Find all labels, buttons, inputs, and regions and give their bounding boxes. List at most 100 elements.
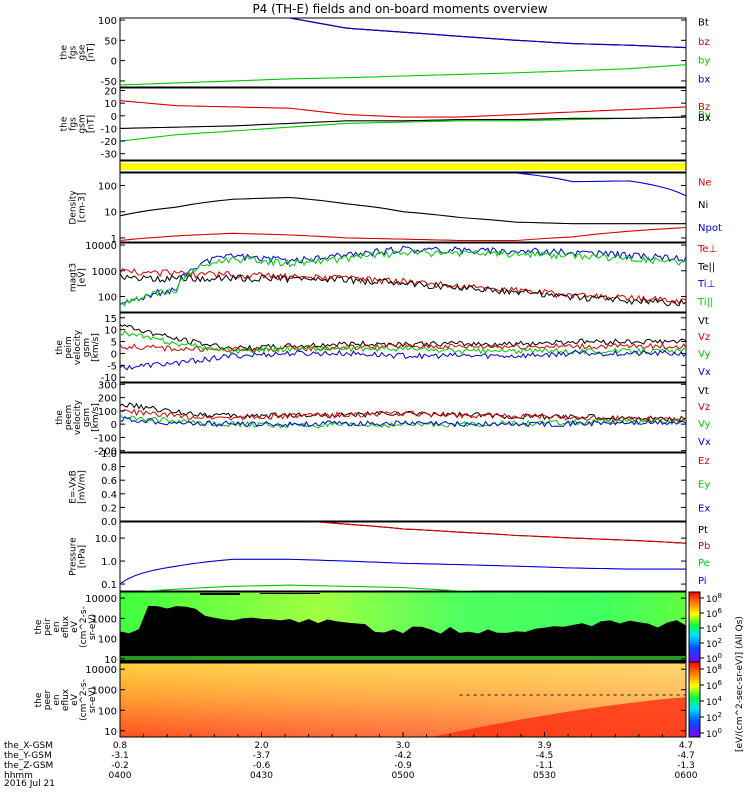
panel-peir-en-eflux: 10000 1000 100 10 the peir en eflux eV (cm^2-s-sr… — [34, 591, 687, 666]
y-tick-label: 15 — [104, 314, 117, 325]
series-peim-velocity-2 — [120, 330, 686, 355]
y-axis-label: the — [55, 340, 65, 355]
legend-efield-0: Ez — [698, 456, 710, 467]
y-tick-label: 0.1 — [101, 580, 117, 591]
legend-fgs-gsm-0: Bz — [698, 102, 710, 113]
panel-fgs-gse: Bt bz by bx 100 50 0 -50 the fgs gse [nT] — [60, 16, 711, 88]
time-axis-value: 0530 — [533, 771, 556, 781]
series-temperature-3 — [120, 249, 686, 307]
time-axis-value: 0500 — [392, 771, 415, 781]
y-axis-label: sr-eV) — [88, 687, 98, 713]
panel-frame — [119, 521, 687, 592]
y-axis-label: gsm — [82, 408, 92, 427]
time-axis-value: -4.7 — [677, 751, 695, 761]
legend-pressure-2: Pe — [698, 558, 710, 569]
series-fgs-gsm-1 — [120, 116, 686, 142]
colorbar-tick-label: 100 — [706, 727, 722, 740]
time-axis-value: 3.9 — [537, 741, 552, 751]
y-axis-label: eV — [70, 693, 80, 706]
panel-frame — [119, 382, 687, 453]
panel-frame — [119, 452, 687, 522]
time-axis-row-label: the_Z-GSM — [4, 761, 53, 771]
y-axis-label: fgs — [69, 117, 79, 131]
legend-peim-velocity-3: Vx — [698, 367, 711, 378]
legend-peim-velocity-2: Vy — [698, 349, 711, 360]
legend-fgs-gse-0: Bt — [698, 17, 709, 28]
legend-fgs-gsm-1: By — [698, 110, 711, 121]
panel-frame — [119, 160, 687, 173]
y-tick-label: 20 — [104, 87, 117, 98]
panel-frame — [119, 87, 687, 161]
y-tick-label: 10.0 — [95, 534, 117, 545]
series-density-1 — [120, 196, 686, 225]
y-tick-label: 5 — [111, 338, 117, 349]
y-tick-label: 10 — [104, 99, 117, 110]
y-axis-label: (cm^2-s- — [79, 606, 89, 648]
time-axis-value: 0430 — [250, 771, 273, 781]
series-temperature-0 — [120, 268, 686, 305]
y-axis-label: the — [60, 116, 70, 131]
y-axis-label: the — [34, 692, 44, 707]
panel-frame — [119, 17, 687, 88]
y-tick-label: -200 — [94, 447, 117, 458]
series-density-0 — [120, 226, 686, 242]
y-tick-label: 1 — [111, 234, 117, 245]
y-tick-label: 1.0 — [101, 449, 117, 460]
legend-fgs-gsm-2: Bx — [698, 113, 711, 124]
y-axis-label: [km/s] — [91, 403, 101, 432]
panel-frame — [119, 591, 687, 663]
y-axis-label: eflux — [61, 615, 71, 638]
time-axis-value: 0.8 — [113, 741, 128, 751]
time-axis-value: 4.7 — [679, 741, 693, 751]
legend-temperature-3: Ti|| — [697, 297, 713, 308]
series-peim-velocity-1 — [120, 342, 686, 353]
y-axis-label: [nT] — [87, 43, 97, 61]
y-axis-label: eV — [70, 620, 80, 633]
y-tick-label: 0.6 — [101, 476, 117, 487]
spectrogram-peir-en-eflux — [120, 592, 686, 662]
y-axis-label: peim — [64, 336, 74, 359]
legend-density-1: Ni — [698, 200, 708, 211]
panel-pressure: Pt Pb Pe Pi 10.0 1.0 0.1 Pressure [nPa] — [69, 521, 710, 592]
y-axis-label: magt3 — [69, 263, 79, 292]
y-axis-label: [nPa] — [78, 545, 88, 568]
y-tick-label: 10 — [104, 208, 117, 219]
y-axis-label: eflux — [61, 688, 71, 711]
legend-peem-velocity-1: Vz — [698, 402, 710, 413]
time-axis-value: -0.6 — [253, 761, 271, 771]
series-fgs-gsm-2 — [120, 116, 686, 129]
y-tick-label: 10 — [104, 655, 117, 666]
colorbar-tick-label: 108 — [706, 592, 722, 605]
y-tick-label: 0.4 — [101, 490, 117, 501]
series-temperature-2 — [120, 245, 686, 305]
y-axis-label: gsm — [78, 114, 88, 133]
y-tick-label: 0.2 — [101, 503, 117, 514]
time-axis-value: 2.0 — [254, 741, 269, 751]
legend-efield-2: Ex — [698, 503, 710, 514]
panel-peem-velocity: Vt Vz Vy Vx 300 200 100 0 -100 -200 the peem velocit… — [55, 380, 711, 457]
time-axis-value: -0.9 — [394, 761, 412, 771]
y-axis-label: velocity — [73, 399, 83, 435]
y-tick-label: -30 — [101, 150, 117, 161]
legend-pressure-3: Pi — [698, 576, 707, 587]
time-axis-row-label: hhmm — [4, 771, 33, 781]
y-axis-label: Density — [69, 190, 79, 225]
y-axis-label: peer — [43, 689, 53, 710]
colorbar-tick-label: 104 — [706, 622, 722, 635]
legend-peem-velocity-2: Vy — [698, 419, 711, 430]
y-tick-label: 0 — [111, 57, 117, 68]
time-axis-value: -1.3 — [677, 761, 695, 771]
legend-density-2: Npot — [698, 223, 722, 234]
panel-efield: Ez Ey Ex 1.0 0.8 0.6 0.4 0.2 0.0 E=-VxB [mV/m] — [69, 449, 711, 528]
y-axis-label: the — [60, 45, 70, 60]
time-axis-row-label: the_Y-GSM — [4, 751, 52, 761]
time-axis-value: -0.2 — [111, 761, 129, 771]
colorbar-tick-label: 106 — [706, 679, 722, 692]
y-axis-label: [cm-3] — [78, 193, 88, 223]
y-axis-label: sr-eV) — [88, 614, 98, 640]
time-axis-date: 2016 Jul 21 — [4, 779, 55, 789]
legend-efield-1: Ey — [698, 480, 710, 491]
y-axis-label: [km/s] — [91, 333, 101, 362]
series-temperature-1 — [120, 273, 686, 307]
y-tick-label: 10000 — [85, 594, 117, 605]
